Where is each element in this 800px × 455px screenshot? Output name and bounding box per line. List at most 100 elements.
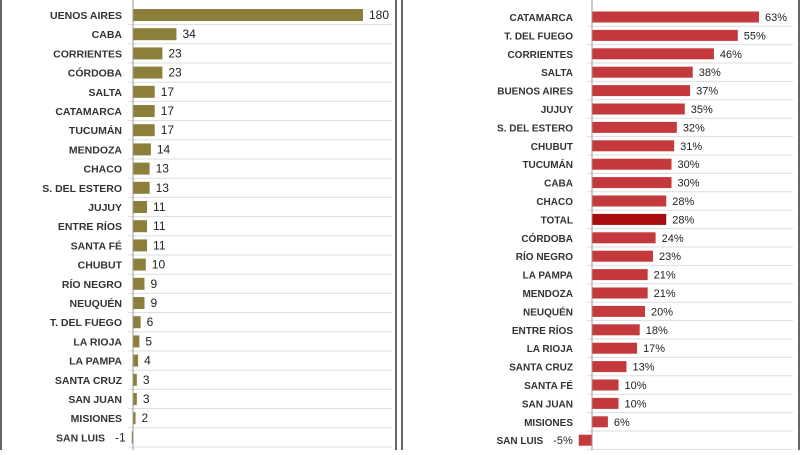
category-label: CATAMARCA (509, 13, 573, 24)
bar (133, 277, 145, 290)
bar (133, 316, 141, 329)
category-label: MISIONES (71, 413, 122, 425)
category-label: SAN JUAN (522, 399, 573, 410)
category-label: MENDOZA (69, 144, 122, 156)
category-label: TUCUMÁN (522, 158, 573, 171)
left-chart-panel: 180 UENOS AIRES 34 CABA 23 CORRIENTES 23 CÓRDOB… (0, 0, 397, 450)
data-label: 28% (672, 214, 694, 226)
data-label: 34 (182, 27, 196, 41)
data-label: 4 (144, 354, 151, 368)
bar (133, 181, 150, 194)
category-label: S. DEL ESTERO (42, 183, 122, 195)
category-label: RÍO NEGRO (516, 250, 573, 263)
category-label: CORRIENTES (507, 50, 573, 61)
bar (133, 162, 150, 175)
bar (592, 379, 619, 391)
bar (578, 434, 592, 446)
bar (133, 354, 139, 367)
category-label: LA PAMPA (523, 271, 573, 282)
bar (592, 121, 677, 133)
bar (133, 258, 146, 271)
data-label: 17 (161, 104, 175, 118)
data-label: 13 (156, 181, 170, 195)
category-label: CHUBUT (531, 142, 573, 153)
bar (133, 66, 163, 79)
data-label: 180 (369, 8, 389, 22)
category-label: JUJUY (88, 202, 122, 214)
bar (592, 177, 672, 189)
data-label: 46% (720, 49, 742, 61)
bar (592, 29, 738, 41)
data-label: 37% (696, 86, 718, 98)
bar (133, 124, 155, 137)
bar (592, 324, 640, 336)
bar (592, 287, 648, 299)
category-label: S. DEL ESTERO (497, 123, 573, 134)
bar (133, 335, 140, 348)
data-label: 3 (143, 373, 150, 387)
category-label: MISIONES (524, 418, 573, 429)
data-label: 18% (646, 325, 668, 337)
category-label: T. DEL FUEGO (50, 317, 122, 329)
category-label: CÓRDOBA (68, 67, 123, 80)
bar (133, 373, 137, 386)
category-label: ENTRE RÍOS (58, 220, 122, 233)
bar (133, 9, 363, 21)
bar (133, 105, 155, 117)
bar (133, 28, 177, 41)
category-label: CÓRDOBA (521, 232, 573, 245)
data-label: 28% (672, 196, 694, 208)
data-label: 17 (161, 85, 175, 99)
bar (592, 85, 691, 97)
data-label: 55% (744, 30, 766, 42)
category-label: SALTA (89, 87, 123, 99)
category-label: MENDOZA (522, 289, 573, 300)
bar (592, 397, 619, 409)
data-label: 10 (152, 258, 166, 272)
bar (133, 412, 136, 425)
category-label: TUCUMÁN (69, 124, 122, 137)
data-label: 20% (651, 306, 673, 318)
data-label: 38% (699, 67, 721, 79)
data-label: 31% (680, 141, 702, 153)
category-label: JUJUY (541, 105, 574, 116)
category-label: CHACO (536, 197, 573, 208)
data-label: 14 (157, 142, 171, 156)
data-label: 21% (654, 288, 676, 300)
data-label: 63% (765, 12, 787, 24)
bar (592, 269, 648, 281)
data-label: 13% (632, 362, 654, 374)
category-label: CORRIENTES (53, 48, 122, 60)
category-label: SANTA FÉ (71, 239, 122, 252)
bar (133, 143, 151, 156)
data-label: 23 (168, 66, 182, 80)
right-bar-chart: 63% CATAMARCA 55% T. DEL FUEGO 46% CORRIENTES… (497, 0, 793, 450)
data-label: 9 (151, 296, 158, 310)
category-label: CHUBUT (78, 260, 123, 272)
category-label: CABA (92, 29, 123, 41)
bar (133, 393, 137, 405)
data-label: 10% (625, 380, 647, 392)
bar (592, 158, 672, 170)
bar (131, 431, 134, 444)
bar (592, 11, 759, 23)
data-label: 10% (625, 398, 647, 410)
category-label: SALTA (541, 68, 573, 79)
data-label: 13 (156, 162, 170, 176)
bar (592, 305, 646, 317)
bar (133, 297, 145, 309)
data-label: 30% (678, 178, 700, 190)
category-label: LA PAMPA (69, 356, 122, 368)
category-label: CHACO (84, 164, 123, 176)
category-label: RÍO NEGRO (62, 278, 122, 291)
bar (592, 342, 638, 354)
bar (592, 416, 608, 428)
bar (592, 232, 656, 244)
bar (133, 239, 148, 252)
category-label: TOTAL (541, 215, 573, 226)
data-label: 17% (643, 343, 665, 355)
bar (133, 201, 148, 213)
data-label: 5 (145, 334, 152, 348)
data-label: 35% (691, 104, 713, 116)
